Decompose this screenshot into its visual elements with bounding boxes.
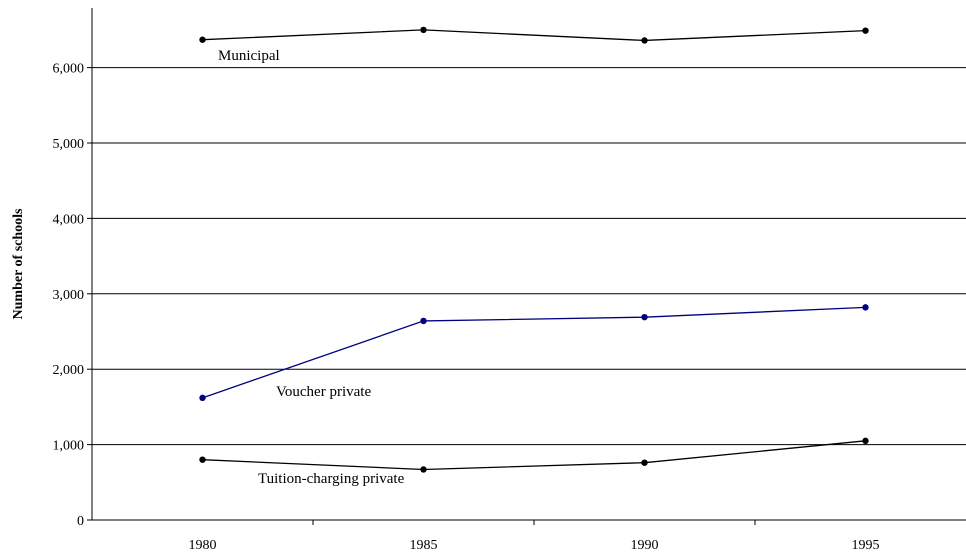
- x-axis-ticks: 1980 1985 1990 1995: [189, 520, 880, 553]
- series-line-municipal: [202, 29, 866, 42]
- y-tick-label: 0: [77, 514, 84, 529]
- y-axis-ticks: 0 1,000 2,000 3,000 4,000 5,000 6,000: [53, 62, 92, 529]
- series-line-tuition-charging-private: [202, 440, 866, 471]
- y-tick-label: 2,000: [53, 363, 85, 378]
- data-point-municipal: [862, 27, 869, 34]
- y-tick-label: 5,000: [53, 137, 85, 152]
- data-point-tuition-charging-private: [420, 466, 427, 473]
- x-tick-label: 1990: [631, 538, 659, 553]
- x-tick-label: 1995: [852, 538, 880, 553]
- axes: [91, 8, 966, 521]
- y-axis-title: Number of schools: [11, 208, 26, 320]
- data-point-voucher-private: [199, 394, 206, 402]
- x-tick-label: 1985: [410, 538, 438, 553]
- data-point-voucher-private: [641, 313, 648, 321]
- series-group: [199, 26, 869, 473]
- data-point-municipal: [641, 37, 648, 44]
- series-line-voucher-private: [202, 306, 866, 399]
- y-tick-label: 6,000: [53, 62, 85, 77]
- data-point-municipal: [199, 36, 206, 43]
- data-point-tuition-charging-private: [641, 459, 648, 466]
- data-point-tuition-charging-private: [862, 437, 869, 445]
- y-tick-label: 3,000: [53, 288, 85, 303]
- y-tick-label: 1,000: [53, 439, 85, 454]
- data-point-voucher-private: [420, 317, 427, 325]
- data-point-municipal: [420, 26, 427, 34]
- series-label-voucher-private: Voucher private: [276, 384, 371, 400]
- series-labels: Municipal Voucher private Tuition-chargi…: [218, 48, 405, 487]
- x-tick-label: 1980: [189, 538, 217, 553]
- series-label-tuition-charging-private: Tuition-charging private: [258, 471, 405, 487]
- y-tick-label: 4,000: [53, 212, 85, 227]
- data-point-tuition-charging-private: [199, 456, 206, 463]
- data-point-voucher-private: [862, 304, 869, 311]
- gridlines: [92, 67, 966, 446]
- series-label-municipal: Municipal: [218, 48, 280, 64]
